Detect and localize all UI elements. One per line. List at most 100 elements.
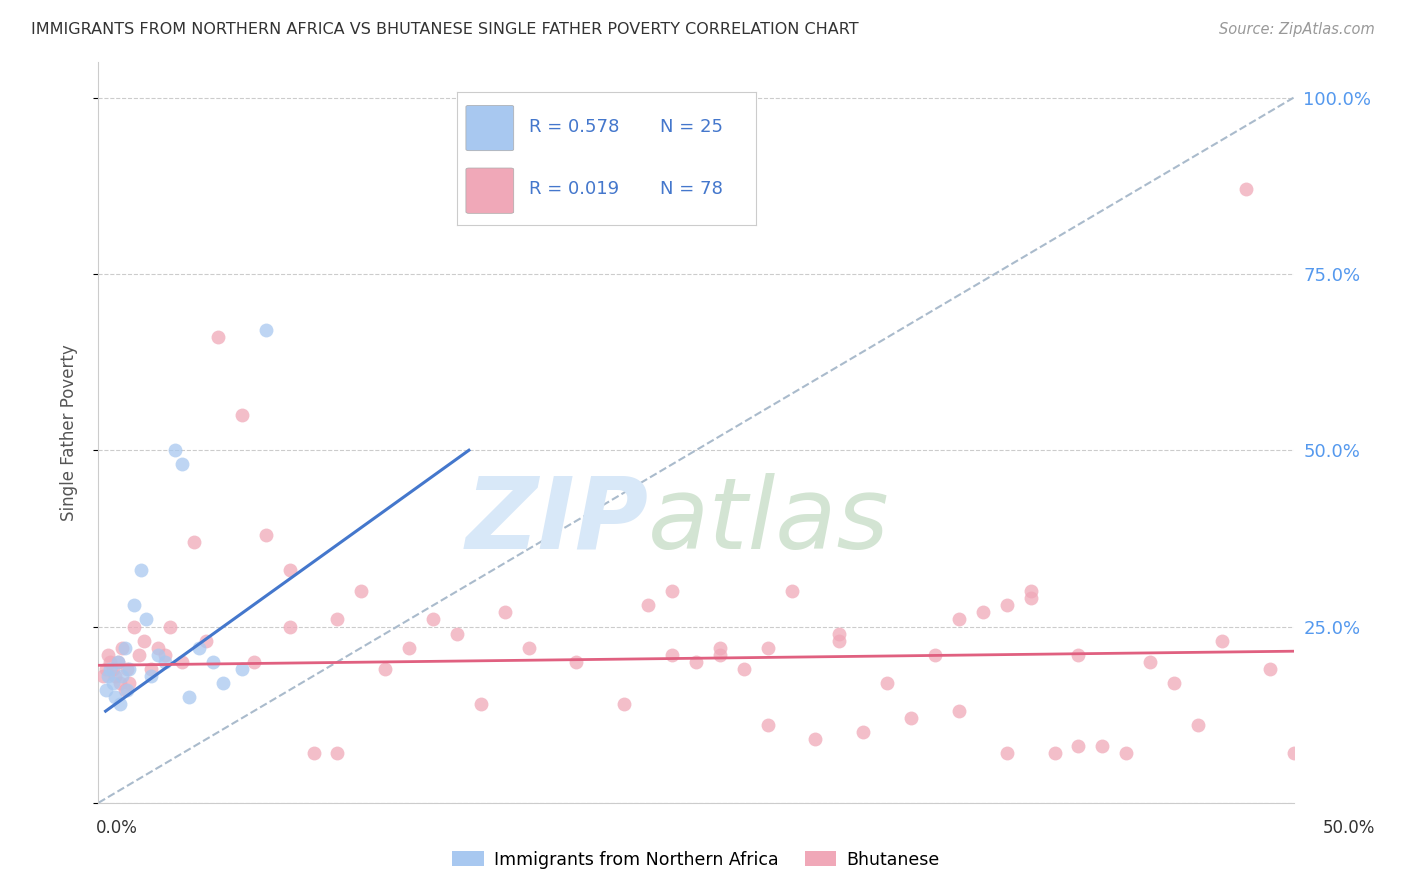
Point — [179, 690, 201, 704]
Point — [163, 443, 186, 458]
Point — [1019, 591, 1042, 606]
Point — [685, 655, 707, 669]
Point — [108, 697, 131, 711]
Point — [326, 747, 349, 761]
Point — [98, 662, 122, 676]
Point — [494, 606, 516, 620]
Point — [995, 747, 1018, 761]
Point — [91, 669, 114, 683]
Point — [948, 612, 970, 626]
Point — [1043, 747, 1066, 761]
Point — [1067, 648, 1090, 662]
Point — [350, 584, 373, 599]
Point — [1258, 662, 1281, 676]
Point — [804, 732, 827, 747]
Point — [756, 718, 779, 732]
Point — [132, 633, 155, 648]
Point — [115, 662, 138, 676]
Point — [1019, 584, 1042, 599]
Point — [101, 662, 124, 676]
Point — [852, 725, 875, 739]
Point — [900, 711, 922, 725]
Point — [97, 648, 120, 662]
Point — [207, 330, 229, 344]
Point — [972, 606, 994, 620]
Point — [1306, 570, 1329, 584]
Point — [1234, 182, 1257, 196]
Text: ZIP: ZIP — [465, 473, 648, 570]
Point — [107, 655, 129, 669]
Point — [278, 563, 301, 577]
Text: IMMIGRANTS FROM NORTHERN AFRICA VS BHUTANESE SINGLE FATHER POVERTY CORRELATION C: IMMIGRANTS FROM NORTHERN AFRICA VS BHUTA… — [31, 22, 859, 37]
Point — [637, 599, 659, 613]
Point — [565, 655, 588, 669]
Point — [733, 662, 755, 676]
Point — [1067, 739, 1090, 754]
Point — [107, 655, 129, 669]
Point — [1091, 739, 1114, 754]
Point — [111, 640, 134, 655]
Point — [709, 640, 731, 655]
Point — [1187, 718, 1209, 732]
Point — [470, 697, 492, 711]
Point — [114, 640, 136, 655]
Point — [709, 648, 731, 662]
Point — [131, 563, 153, 577]
Point — [101, 676, 124, 690]
Point — [115, 683, 138, 698]
Legend: Immigrants from Northern Africa, Bhutanese: Immigrants from Northern Africa, Bhutane… — [446, 844, 946, 876]
Point — [183, 535, 205, 549]
Point — [756, 640, 779, 655]
Point — [326, 612, 349, 626]
Point — [1163, 676, 1185, 690]
Point — [139, 669, 162, 683]
Point — [97, 669, 120, 683]
Point — [124, 599, 146, 613]
Point — [114, 683, 136, 698]
Text: Source: ZipAtlas.com: Source: ZipAtlas.com — [1219, 22, 1375, 37]
Point — [94, 662, 117, 676]
Point — [1282, 747, 1305, 761]
Point — [828, 633, 851, 648]
Point — [231, 662, 253, 676]
Point — [243, 655, 266, 669]
Point — [1139, 655, 1161, 669]
Point — [172, 655, 194, 669]
Point — [98, 655, 122, 669]
Point — [780, 584, 803, 599]
Point — [202, 655, 225, 669]
Point — [211, 676, 233, 690]
Point — [155, 655, 177, 669]
Point — [159, 619, 181, 633]
Point — [254, 528, 277, 542]
Point — [948, 704, 970, 718]
Point — [924, 648, 946, 662]
Point — [94, 683, 117, 698]
Point — [135, 612, 157, 626]
Point — [661, 648, 683, 662]
Point — [422, 612, 444, 626]
Point — [1115, 747, 1137, 761]
Point — [613, 697, 636, 711]
Point — [148, 648, 170, 662]
Point — [172, 458, 194, 472]
Text: 0.0%: 0.0% — [96, 819, 138, 837]
Point — [302, 747, 325, 761]
Text: 50.0%: 50.0% — [1323, 819, 1375, 837]
Y-axis label: Single Father Poverty: Single Father Poverty — [59, 344, 77, 521]
Point — [517, 640, 540, 655]
Point — [446, 626, 468, 640]
Point — [118, 662, 141, 676]
Point — [195, 633, 218, 648]
Point — [111, 669, 134, 683]
Point — [124, 619, 146, 633]
Point — [104, 690, 127, 704]
Point — [661, 584, 683, 599]
Point — [278, 619, 301, 633]
Point — [398, 640, 420, 655]
Point — [995, 599, 1018, 613]
Point — [148, 640, 170, 655]
Point — [374, 662, 396, 676]
Text: atlas: atlas — [648, 473, 890, 570]
Point — [187, 640, 209, 655]
